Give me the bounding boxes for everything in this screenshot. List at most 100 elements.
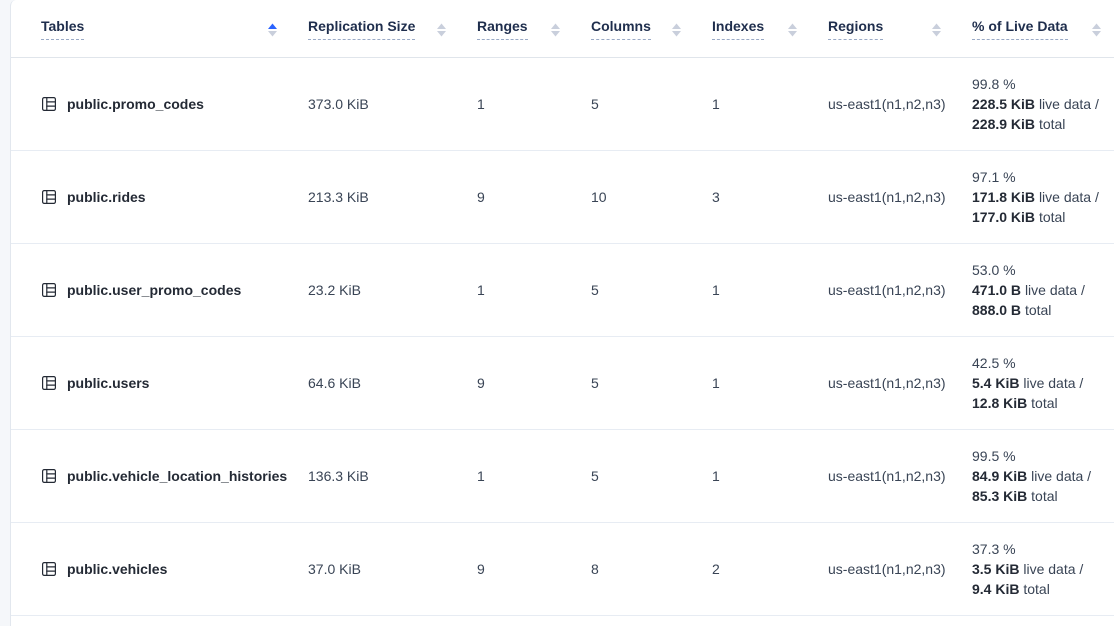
table-name-cell[interactable]: public.rides bbox=[11, 151, 290, 243]
column-header-tables-label: Tables bbox=[41, 18, 85, 40]
replication-size-cell: 37.0 KiB bbox=[308, 561, 361, 577]
column-header-ranges[interactable]: Ranges bbox=[459, 0, 573, 57]
sort-icon[interactable] bbox=[1091, 23, 1102, 37]
table-body: public.promo_codes 373.0 KiB 1 5 1 us-ea… bbox=[11, 58, 1114, 616]
live-data-cell: 99.8 % 228.5 KiB live data / 228.9 KiB t… bbox=[954, 58, 1114, 150]
live-data-percent: 37.3 % bbox=[972, 541, 1016, 557]
regions-cell: us-east1(n1,n2,n3) bbox=[828, 96, 946, 112]
live-data-cell: 99.5 % 84.9 KiB live data / 85.3 KiB tot… bbox=[954, 430, 1114, 522]
sort-icon[interactable] bbox=[671, 23, 682, 37]
replication-size-cell: 373.0 KiB bbox=[308, 96, 369, 112]
tables-list-panel: Tables Replication Size Ranges Columns I… bbox=[10, 0, 1114, 626]
ranges-cell: 1 bbox=[477, 468, 485, 484]
replication-size-cell: 136.3 KiB bbox=[308, 468, 369, 484]
live-data-line: 228.5 KiB live data / bbox=[972, 96, 1099, 112]
total-data-line: 228.9 KiB total bbox=[972, 116, 1066, 132]
table-name-cell[interactable]: public.promo_codes bbox=[11, 58, 290, 150]
indexes-cell: 1 bbox=[712, 468, 720, 484]
columns-cell: 5 bbox=[591, 96, 599, 112]
table-name-cell[interactable]: public.users bbox=[11, 337, 290, 429]
ranges-cell: 1 bbox=[477, 282, 485, 298]
live-data-line: 5.4 KiB live data / bbox=[972, 375, 1084, 391]
column-header-replication-size[interactable]: Replication Size bbox=[290, 0, 459, 57]
live-data-line: 471.0 B live data / bbox=[972, 282, 1085, 298]
regions-cell: us-east1(n1,n2,n3) bbox=[828, 189, 946, 205]
live-data-percent: 53.0 % bbox=[972, 262, 1016, 278]
total-data-line: 177.0 KiB total bbox=[972, 209, 1066, 225]
table-name-cell[interactable]: public.vehicles bbox=[11, 523, 290, 615]
live-data-line: 3.5 KiB live data / bbox=[972, 561, 1084, 577]
columns-cell: 5 bbox=[591, 468, 599, 484]
columns-cell: 5 bbox=[591, 282, 599, 298]
ranges-cell: 9 bbox=[477, 375, 485, 391]
column-header-indexes-label: Indexes bbox=[712, 18, 765, 40]
live-data-cell: 37.3 % 3.5 KiB live data / 9.4 KiB total bbox=[954, 523, 1114, 615]
column-header-columns-label: Columns bbox=[591, 18, 651, 40]
table-name[interactable]: public.users bbox=[67, 375, 150, 391]
column-header-indexes[interactable]: Indexes bbox=[694, 0, 810, 57]
ranges-cell: 1 bbox=[477, 96, 485, 112]
table-name-cell[interactable]: public.user_promo_codes bbox=[11, 244, 290, 336]
live-data-percent: 97.1 % bbox=[972, 169, 1016, 185]
column-header-regions[interactable]: Regions bbox=[810, 0, 954, 57]
live-data-line: 84.9 KiB live data / bbox=[972, 468, 1092, 484]
table-grid-icon bbox=[41, 561, 57, 577]
table-grid-icon bbox=[41, 282, 57, 298]
column-header-live-data[interactable]: % of Live Data bbox=[954, 0, 1114, 57]
table-name[interactable]: public.vehicles bbox=[67, 561, 168, 577]
regions-cell: us-east1(n1,n2,n3) bbox=[828, 375, 946, 391]
column-header-columns[interactable]: Columns bbox=[573, 0, 694, 57]
table-row[interactable]: public.promo_codes 373.0 KiB 1 5 1 us-ea… bbox=[11, 58, 1114, 151]
replication-size-cell: 64.6 KiB bbox=[308, 375, 361, 391]
table-grid-icon bbox=[41, 468, 57, 484]
live-data-cell: 97.1 % 171.8 KiB live data / 177.0 KiB t… bbox=[954, 151, 1114, 243]
sort-icon[interactable] bbox=[436, 23, 447, 37]
table-header-row: Tables Replication Size Ranges Columns I… bbox=[11, 0, 1114, 58]
indexes-cell: 3 bbox=[712, 189, 720, 205]
replication-size-cell: 213.3 KiB bbox=[308, 189, 369, 205]
table-name-cell[interactable]: public.vehicle_location_histories bbox=[11, 430, 290, 522]
indexes-cell: 1 bbox=[712, 282, 720, 298]
indexes-cell: 1 bbox=[712, 375, 720, 391]
columns-cell: 8 bbox=[591, 561, 599, 577]
live-data-percent: 42.5 % bbox=[972, 355, 1016, 371]
column-header-ranges-label: Ranges bbox=[477, 18, 528, 40]
table-grid-icon bbox=[41, 375, 57, 391]
table-name[interactable]: public.promo_codes bbox=[67, 96, 204, 112]
table-name[interactable]: public.vehicle_location_histories bbox=[67, 468, 288, 484]
column-header-tables[interactable]: Tables bbox=[11, 0, 290, 57]
column-header-live-data-label: % of Live Data bbox=[972, 18, 1068, 40]
column-header-regions-label: Regions bbox=[828, 18, 884, 40]
total-data-line: 9.4 KiB total bbox=[972, 581, 1050, 597]
live-data-line: 171.8 KiB live data / bbox=[972, 189, 1099, 205]
table-row[interactable]: public.user_promo_codes 23.2 KiB 1 5 1 u… bbox=[11, 244, 1114, 337]
live-data-cell: 53.0 % 471.0 B live data / 888.0 B total bbox=[954, 244, 1114, 336]
columns-cell: 10 bbox=[591, 189, 607, 205]
column-header-replication-size-label: Replication Size bbox=[308, 18, 416, 40]
sort-icon[interactable] bbox=[267, 23, 278, 37]
sort-icon[interactable] bbox=[787, 23, 798, 37]
sort-icon[interactable] bbox=[550, 23, 561, 37]
live-data-percent: 99.8 % bbox=[972, 76, 1016, 92]
table-grid-icon bbox=[41, 96, 57, 112]
sort-icon[interactable] bbox=[931, 23, 942, 37]
regions-cell: us-east1(n1,n2,n3) bbox=[828, 468, 946, 484]
replication-size-cell: 23.2 KiB bbox=[308, 282, 361, 298]
table-row[interactable]: public.vehicles 37.0 KiB 9 8 2 us-east1(… bbox=[11, 523, 1114, 616]
live-data-percent: 99.5 % bbox=[972, 448, 1016, 464]
total-data-line: 888.0 B total bbox=[972, 302, 1052, 318]
table-name[interactable]: public.rides bbox=[67, 189, 146, 205]
ranges-cell: 9 bbox=[477, 561, 485, 577]
table-grid-icon bbox=[41, 189, 57, 205]
indexes-cell: 1 bbox=[712, 96, 720, 112]
table-name[interactable]: public.user_promo_codes bbox=[67, 282, 242, 298]
regions-cell: us-east1(n1,n2,n3) bbox=[828, 561, 946, 577]
total-data-line: 12.8 KiB total bbox=[972, 395, 1058, 411]
table-row[interactable]: public.vehicle_location_histories 136.3 … bbox=[11, 430, 1114, 523]
regions-cell: us-east1(n1,n2,n3) bbox=[828, 282, 946, 298]
total-data-line: 85.3 KiB total bbox=[972, 488, 1058, 504]
indexes-cell: 2 bbox=[712, 561, 720, 577]
columns-cell: 5 bbox=[591, 375, 599, 391]
table-row[interactable]: public.users 64.6 KiB 9 5 1 us-east1(n1,… bbox=[11, 337, 1114, 430]
table-row[interactable]: public.rides 213.3 KiB 9 10 3 us-east1(n… bbox=[11, 151, 1114, 244]
